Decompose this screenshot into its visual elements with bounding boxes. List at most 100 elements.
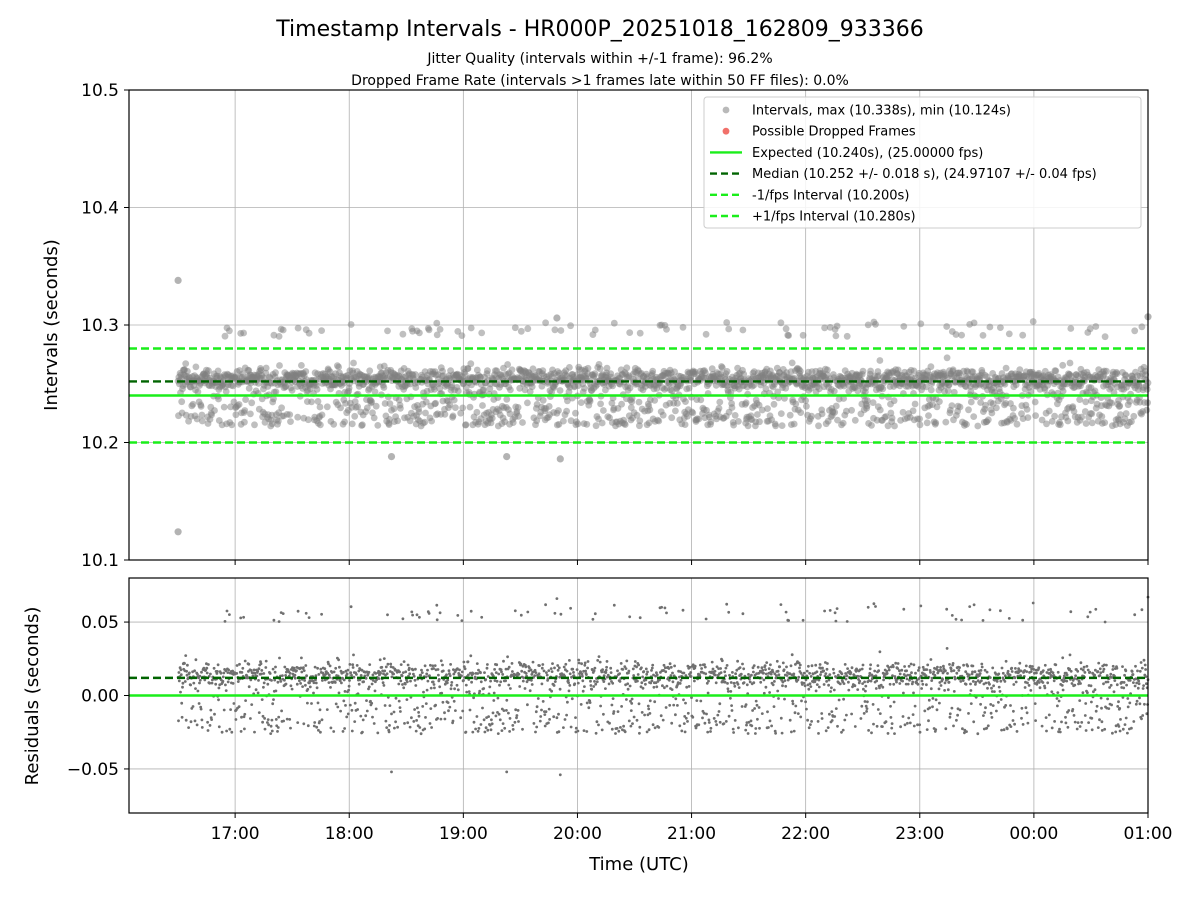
residual-point	[584, 669, 587, 673]
interval-point	[899, 408, 907, 416]
residual-point	[982, 714, 985, 717]
interval-point	[833, 322, 841, 330]
residual-point	[636, 673, 640, 676]
residual-point	[489, 728, 493, 732]
residual-point	[784, 684, 788, 688]
residual-point	[898, 682, 902, 685]
residual-point	[822, 683, 826, 686]
residual-point	[864, 689, 867, 693]
residual-point	[1006, 669, 1010, 673]
interval-point	[298, 362, 305, 369]
residual-point	[1097, 661, 1101, 665]
residual-point	[184, 718, 188, 722]
residual-point	[1004, 659, 1008, 663]
residual-point	[508, 717, 512, 720]
residual-point	[348, 663, 352, 666]
interval-point	[448, 381, 456, 389]
residual-point	[792, 729, 796, 733]
interval-point	[478, 329, 486, 337]
intervals-y-tick-label: 10.5	[81, 81, 119, 101]
residual-point	[288, 718, 292, 721]
residual-point	[274, 665, 277, 669]
residual-point	[276, 726, 280, 729]
interval-point	[450, 396, 458, 404]
residual-point	[229, 708, 233, 711]
residual-point	[1117, 725, 1121, 728]
residual-point	[1074, 674, 1077, 678]
residual-point	[242, 615, 246, 619]
residual-point	[493, 668, 496, 671]
residual-point	[935, 708, 939, 712]
residual-point	[971, 664, 975, 668]
residual-point	[1001, 671, 1005, 675]
residual-point	[717, 710, 721, 713]
interval-point	[627, 404, 635, 411]
interval-point	[832, 332, 840, 340]
residual-point	[1002, 728, 1006, 732]
residual-point	[821, 666, 824, 670]
residual-point	[998, 690, 1002, 693]
residual-point	[924, 674, 928, 677]
residual-point	[264, 666, 268, 669]
residual-point	[491, 711, 495, 715]
residual-point	[650, 669, 653, 672]
interval-point	[1138, 323, 1146, 331]
residual-point	[534, 710, 538, 714]
residual-point	[385, 672, 389, 676]
residual-point	[1008, 673, 1012, 677]
interval-point-outlier	[174, 276, 182, 284]
interval-point	[198, 411, 206, 419]
residual-point	[788, 718, 792, 722]
residual-point	[604, 687, 607, 690]
residual-point	[955, 718, 958, 722]
residual-point	[530, 678, 533, 682]
interval-point	[415, 408, 423, 416]
interval-point	[228, 421, 236, 429]
residual-point	[1043, 686, 1047, 690]
residual-point	[1130, 726, 1133, 730]
residual-point	[771, 683, 775, 687]
interval-point	[608, 399, 616, 407]
interval-point	[626, 384, 634, 392]
residual-point	[951, 662, 955, 665]
residual-point	[768, 719, 772, 723]
residual-point	[423, 727, 427, 731]
residual-point	[543, 713, 547, 716]
interval-point	[597, 400, 604, 408]
residual-point	[400, 674, 404, 678]
residual-point	[195, 723, 199, 727]
residual-point	[506, 655, 509, 659]
residual-point	[1132, 681, 1135, 684]
residual-point	[959, 680, 963, 683]
residual-point	[594, 731, 598, 735]
residual-point	[925, 683, 928, 687]
residual-point	[410, 716, 413, 720]
residual-point	[937, 687, 941, 691]
residual-point	[402, 660, 406, 663]
interval-point	[235, 401, 243, 408]
residual-point	[1031, 601, 1035, 605]
residual-point	[210, 681, 214, 685]
residual-point	[545, 673, 549, 677]
residual-point	[388, 724, 391, 727]
legend-entry: Possible Dropped Frames	[722, 125, 916, 140]
interval-point	[198, 417, 206, 425]
residual-point	[863, 680, 866, 684]
interval-point	[925, 412, 932, 419]
residual-point	[306, 724, 310, 728]
residual-point	[966, 664, 970, 668]
residual-point	[945, 607, 949, 611]
interval-point	[986, 323, 994, 331]
residual-point	[285, 717, 289, 721]
residual-point	[557, 712, 560, 716]
residual-point	[619, 662, 623, 665]
residual-point	[413, 708, 416, 711]
residual-point	[217, 725, 221, 729]
residual-point	[489, 679, 492, 683]
residual-point	[475, 715, 479, 718]
residual-point	[1100, 706, 1103, 710]
residual-point	[495, 663, 499, 667]
residual-point	[465, 690, 469, 694]
interval-point	[942, 418, 950, 426]
residual-point	[572, 671, 575, 674]
